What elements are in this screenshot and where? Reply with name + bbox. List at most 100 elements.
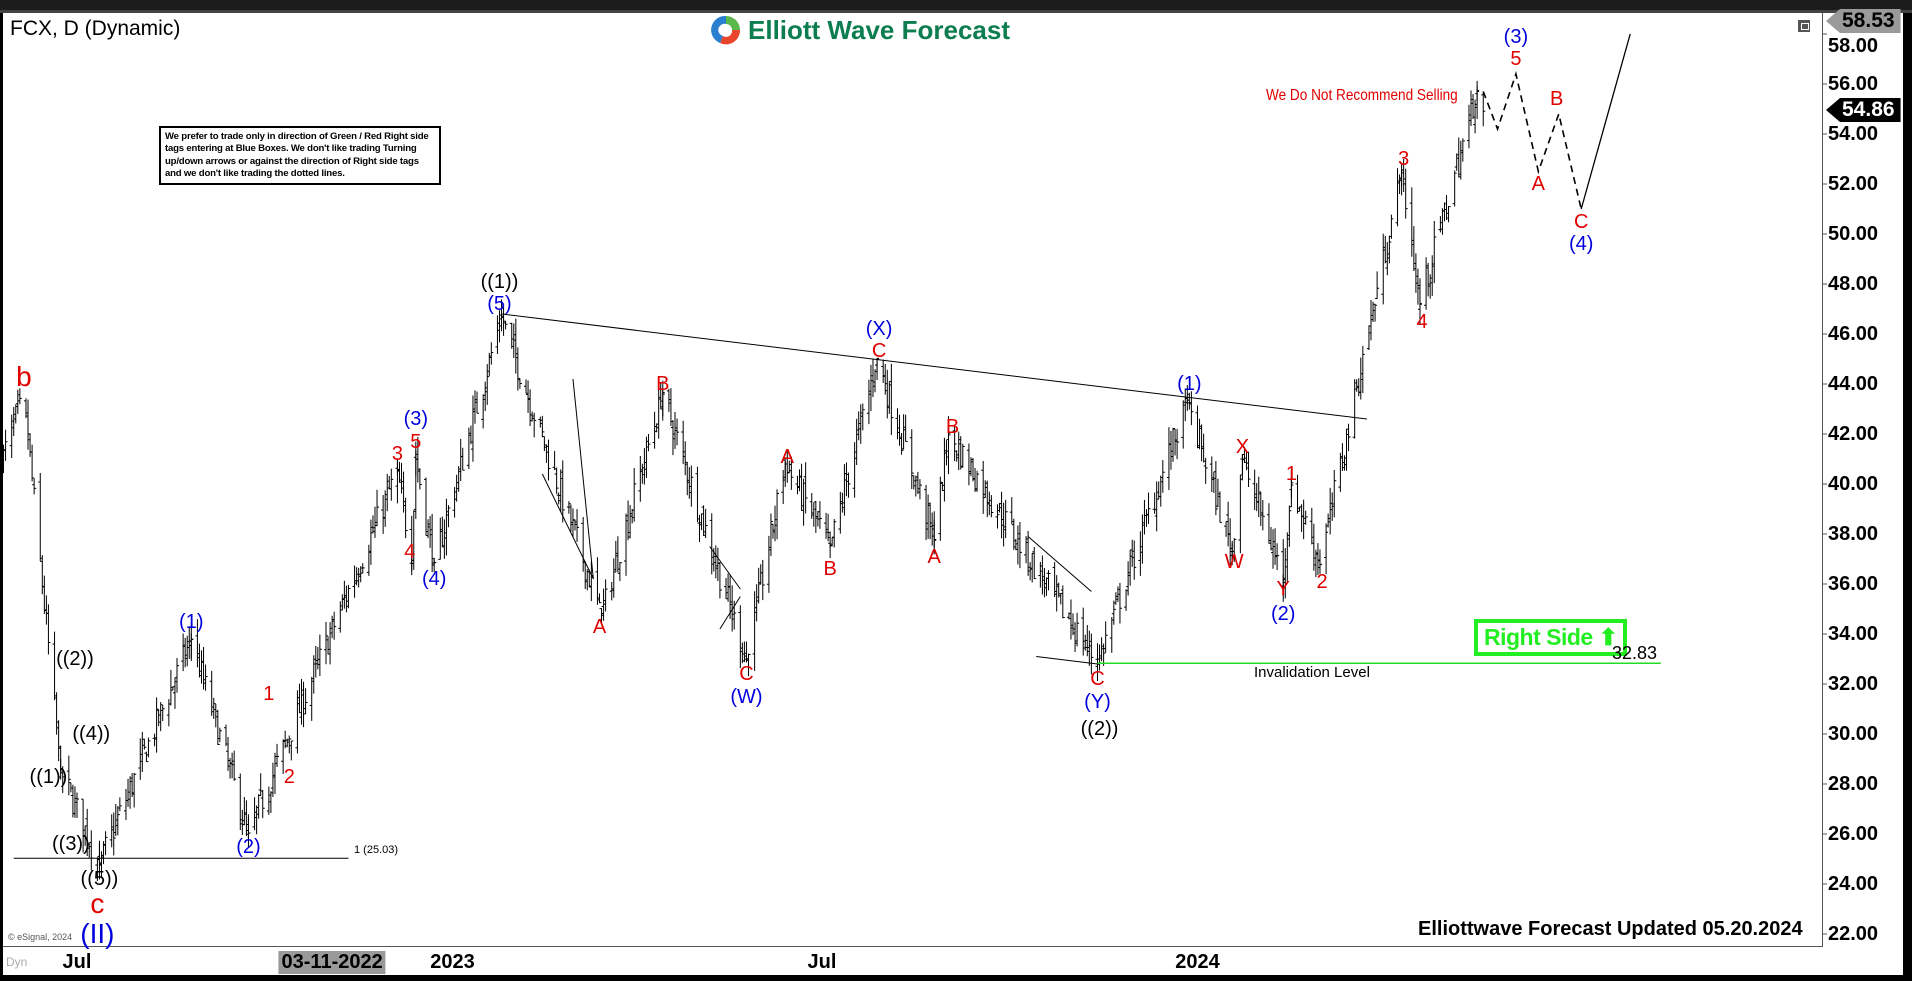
price-bar: [873, 369, 878, 393]
price-bar: [446, 505, 451, 528]
price-bar: [30, 444, 35, 482]
price-bar: [1301, 499, 1306, 540]
price-bar: [503, 320, 508, 330]
price-bar: [866, 379, 871, 425]
price-bar: [1044, 577, 1049, 596]
price-bar: [803, 462, 808, 514]
price-bar: [466, 427, 471, 470]
restore-window-icon[interactable]: [1798, 20, 1810, 32]
price-bar: [552, 450, 557, 470]
y-tick-label: 40.00: [1828, 473, 1879, 495]
price-bar: [726, 573, 731, 602]
price-bar: [509, 322, 514, 349]
price-bar: [1385, 242, 1390, 276]
price-bar: [1017, 522, 1022, 569]
price-bar: [432, 557, 437, 573]
no-sell-note: We Do Not Recommend Selling: [1266, 87, 1458, 104]
price-bar: [1071, 613, 1076, 636]
wave-label: C: [871, 340, 887, 362]
price-bar: [842, 464, 847, 516]
price-bar: [140, 731, 145, 772]
wave-label: (II): [80, 918, 115, 949]
price-bar: [417, 468, 422, 490]
price-bar: [901, 414, 906, 450]
price-bar: [1415, 268, 1420, 305]
price-bar: [983, 480, 988, 499]
price-bar: [1473, 99, 1478, 134]
price-bar: [217, 727, 222, 743]
price-bar: [754, 584, 759, 622]
price-bar: [789, 456, 794, 490]
price-bar: [524, 379, 529, 394]
wave-label: B: [823, 558, 837, 580]
y-tick-label: 32.00: [1828, 673, 1879, 695]
price-bar: [260, 789, 265, 819]
price-bar: [875, 358, 880, 373]
price-bar: [138, 738, 143, 780]
price-bar: [1187, 392, 1192, 410]
right-side-label: Right Side: [1484, 624, 1593, 650]
wave-label: 5: [1510, 48, 1522, 70]
price-bar: [340, 594, 345, 611]
price-bar: [370, 515, 375, 534]
price-bar: [152, 733, 157, 747]
price-bar: [238, 773, 243, 830]
price-bar: [799, 463, 804, 511]
wave-label: ((2)): [1080, 718, 1119, 740]
price-bar: [832, 518, 837, 548]
price-bar: [1138, 531, 1143, 576]
price-bar: [211, 697, 216, 719]
price-bar: [746, 653, 751, 677]
price-bar: [924, 484, 929, 541]
price-bar: [889, 363, 894, 435]
price-bar: [815, 510, 820, 527]
price-bar: [1358, 357, 1363, 400]
price-bar: [399, 462, 404, 494]
updated-note: Elliottwave Forecast Updated 05.20.2024: [1418, 918, 1803, 940]
price-bar: [1052, 562, 1057, 597]
price-bar: [1346, 423, 1351, 452]
price-bar: [526, 380, 531, 413]
price-bar: [1038, 562, 1043, 588]
price-bar: [487, 352, 492, 377]
wave-label: c: [90, 888, 105, 919]
price-bar: [126, 778, 131, 807]
price-bar: [495, 315, 500, 355]
price-bar: [295, 690, 300, 754]
price-bar: [1424, 257, 1429, 310]
price-bar: [915, 471, 920, 495]
price-bar: [652, 411, 657, 449]
arrow-up-icon: ⬆: [1598, 624, 1618, 650]
price-bar: [897, 414, 902, 446]
price-bar: [9, 414, 14, 459]
price-bar: [387, 475, 392, 490]
price-bar: [699, 513, 704, 531]
wave-label: b: [16, 360, 32, 392]
price-bar: [732, 600, 737, 630]
price-bar: [715, 547, 720, 582]
price-bar: [1342, 455, 1347, 471]
projection-solid: [1580, 33, 1631, 210]
price-bar: [854, 418, 859, 466]
price-bar: [1428, 274, 1433, 299]
price-bar: [1260, 500, 1265, 531]
wave-label: 4: [404, 540, 416, 563]
price-bar: [1297, 506, 1302, 512]
price-bar: [930, 512, 935, 546]
y-tick-label: 54.00: [1828, 123, 1879, 145]
price-bar: [628, 504, 633, 539]
price-bar: [615, 536, 620, 573]
price-bar: [142, 738, 147, 750]
price-bar: [689, 465, 694, 507]
price-bar: [258, 773, 263, 796]
price-bar: [1197, 418, 1202, 450]
price-bar: [946, 416, 951, 448]
price-bar: [354, 567, 359, 586]
price-bar: [903, 414, 908, 443]
price-bar: [1089, 633, 1094, 675]
price-bar: [456, 466, 461, 492]
wave-label: 4: [1416, 310, 1428, 333]
price-bar: [966, 443, 971, 486]
price-bar: [315, 646, 320, 670]
